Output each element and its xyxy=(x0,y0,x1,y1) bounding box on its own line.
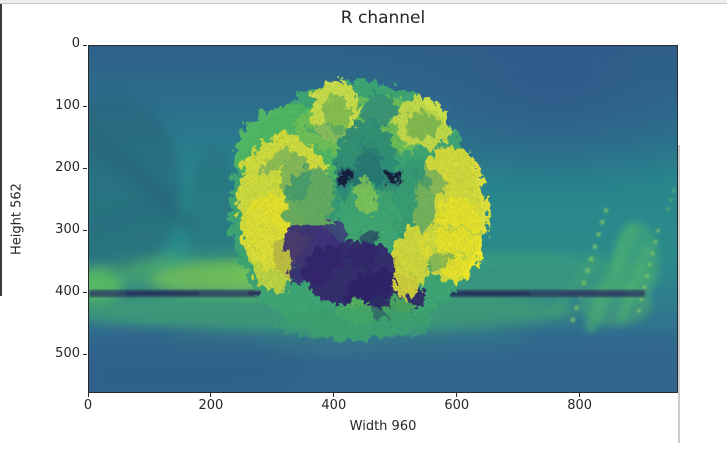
x-tick-mark xyxy=(333,393,335,397)
x-tick-mark xyxy=(456,393,458,397)
x-tick-mark xyxy=(579,393,581,397)
y-axis-label: Height 562 xyxy=(9,183,25,255)
y-tick-mark xyxy=(83,354,87,356)
y-tick-mark xyxy=(83,230,87,232)
pane-divider xyxy=(678,145,680,443)
y-tick-mark xyxy=(83,44,87,46)
x-tick-label: 800 xyxy=(567,398,593,413)
window-top-edge xyxy=(0,0,727,4)
y-tick-mark xyxy=(83,106,87,108)
y-tick-label: 300 xyxy=(55,221,80,237)
plot-title: R channel xyxy=(340,8,426,28)
y-tick-mark xyxy=(83,168,87,170)
y-tick-label: 400 xyxy=(55,283,80,299)
x-tick-mark xyxy=(87,393,89,397)
y-tick-label: 0 xyxy=(71,36,80,51)
y-tick-label: 500 xyxy=(55,345,80,361)
y-tick-label: 100 xyxy=(55,97,80,113)
x-tick-label: 400 xyxy=(321,398,347,413)
x-axis-label: Width 960 xyxy=(349,419,417,434)
plot-area xyxy=(88,45,678,393)
window-left-edge xyxy=(0,4,2,296)
x-tick-label: 200 xyxy=(198,398,224,413)
y-tick-label: 200 xyxy=(55,159,80,175)
channel-image xyxy=(89,46,677,392)
x-tick-label: 600 xyxy=(444,398,470,413)
x-tick-mark xyxy=(210,393,212,397)
y-tick-mark xyxy=(83,292,87,294)
x-tick-label: 0 xyxy=(83,398,93,413)
hamster xyxy=(226,76,491,337)
